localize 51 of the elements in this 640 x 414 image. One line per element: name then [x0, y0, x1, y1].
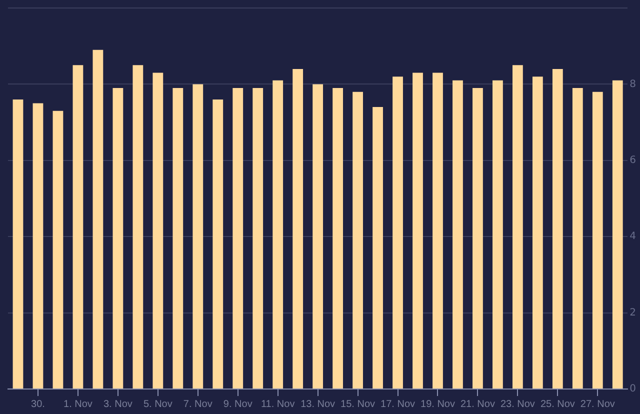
- x-tick-label: 9. Nov: [223, 398, 252, 410]
- bar: [72, 65, 84, 388]
- bar: [412, 72, 423, 388]
- y-tick-label: 6: [630, 154, 636, 166]
- x-tick-label: 5. Nov: [143, 398, 172, 410]
- bar: [552, 68, 563, 388]
- bar: [52, 110, 64, 388]
- bar: [32, 103, 44, 388]
- y-tick-label: 8: [630, 78, 636, 90]
- bar: [492, 80, 503, 388]
- y-tick-label: 4: [630, 231, 636, 242]
- x-tick-label: 11. Nov: [260, 398, 295, 410]
- bar: [612, 80, 623, 388]
- x-tick-label: 3. Nov: [103, 398, 132, 410]
- bar: [312, 84, 324, 388]
- y-tick-label: 2: [630, 307, 636, 318]
- x-tick-label: 23. Nov: [500, 398, 535, 410]
- bar: [332, 88, 344, 388]
- bar: [92, 50, 104, 388]
- bar: [452, 80, 463, 388]
- bar: [252, 88, 264, 388]
- bar: [472, 88, 483, 388]
- bar: [432, 72, 443, 388]
- x-tick-label: 15. Nov: [340, 398, 376, 410]
- x-tick-label: 19. Nov: [420, 398, 455, 410]
- bar: [532, 76, 543, 388]
- x-tick-label: 25. Nov: [540, 398, 575, 410]
- x-tick-label: 1. Nov: [64, 398, 92, 410]
- bar: [192, 84, 204, 388]
- x-tick-label: 13. Nov: [300, 398, 336, 410]
- bar: [272, 80, 284, 388]
- bar: [372, 107, 383, 388]
- x-tick-label: 17. Nov: [380, 398, 416, 410]
- bar: [172, 88, 184, 388]
- bar: [12, 99, 24, 388]
- bar: [112, 88, 124, 388]
- bar: [292, 68, 304, 388]
- x-tick-label: 27. Nov: [580, 398, 615, 410]
- x-tick-label: 30.: [31, 398, 45, 410]
- bar: [392, 76, 403, 388]
- bar: [132, 65, 144, 388]
- bar: [212, 99, 224, 388]
- bar: [592, 92, 603, 388]
- bar: [572, 88, 583, 388]
- bar: [232, 88, 244, 388]
- bar: [352, 92, 363, 388]
- bar: [512, 65, 523, 388]
- y-tick-label: 0: [630, 384, 636, 395]
- x-tick-label: 21. Nov: [460, 398, 495, 410]
- x-tick-label: 7. Nov: [183, 398, 212, 410]
- bar: [152, 72, 164, 388]
